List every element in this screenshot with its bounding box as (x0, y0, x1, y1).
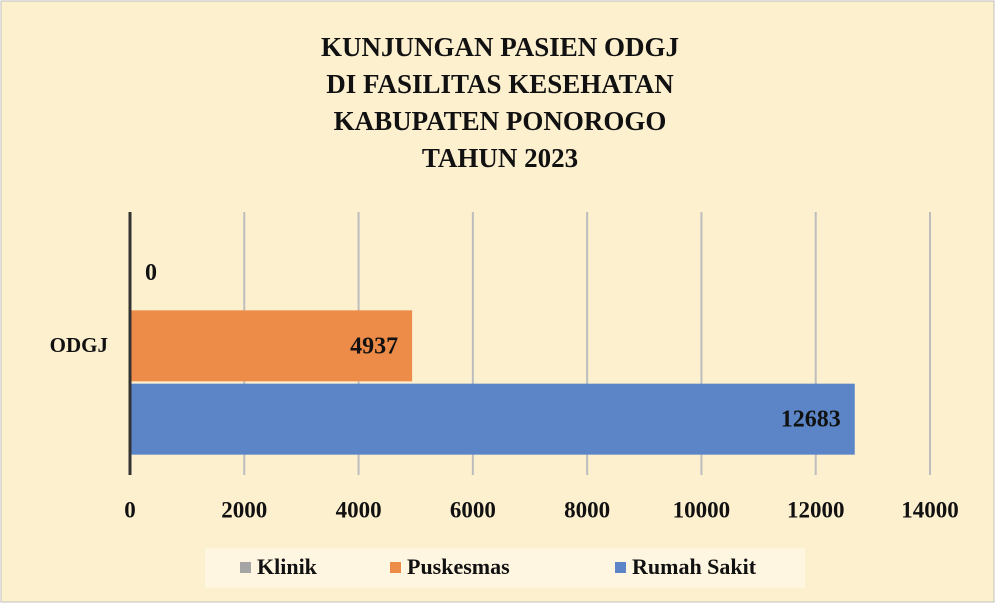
legend-swatch (240, 562, 251, 573)
bar (130, 310, 413, 382)
x-tick-label: 4000 (336, 497, 382, 522)
legend-background (205, 548, 805, 588)
x-tick-label: 8000 (564, 497, 610, 522)
data-label: 12683 (781, 407, 841, 433)
x-tick-label: 14000 (901, 497, 959, 522)
data-label: 4937 (350, 333, 398, 359)
x-tick-label: 10000 (673, 497, 731, 522)
x-tick-label: 12000 (787, 497, 845, 522)
legend-label: Rumah Sakit (632, 554, 757, 579)
x-tick-label: 0 (124, 497, 136, 522)
chart-title: KUNJUNGAN PASIEN ODGJ (321, 32, 679, 62)
x-tick-label: 6000 (450, 497, 496, 522)
chart-title: DI FASILITAS KESEHATAN (326, 69, 674, 99)
y-tick-label: ODGJ (50, 333, 108, 357)
chart-title: KABUPATEN PONOROGO (334, 106, 667, 136)
legend-label: Klinik (257, 554, 318, 579)
chart-title: TAHUN 2023 (422, 143, 578, 173)
data-label: 0 (145, 260, 157, 286)
bar (130, 383, 855, 455)
legend-swatch (615, 562, 626, 573)
legend-swatch (390, 562, 401, 573)
legend-label: Puskesmas (407, 554, 510, 579)
x-tick-label: 2000 (221, 497, 267, 522)
